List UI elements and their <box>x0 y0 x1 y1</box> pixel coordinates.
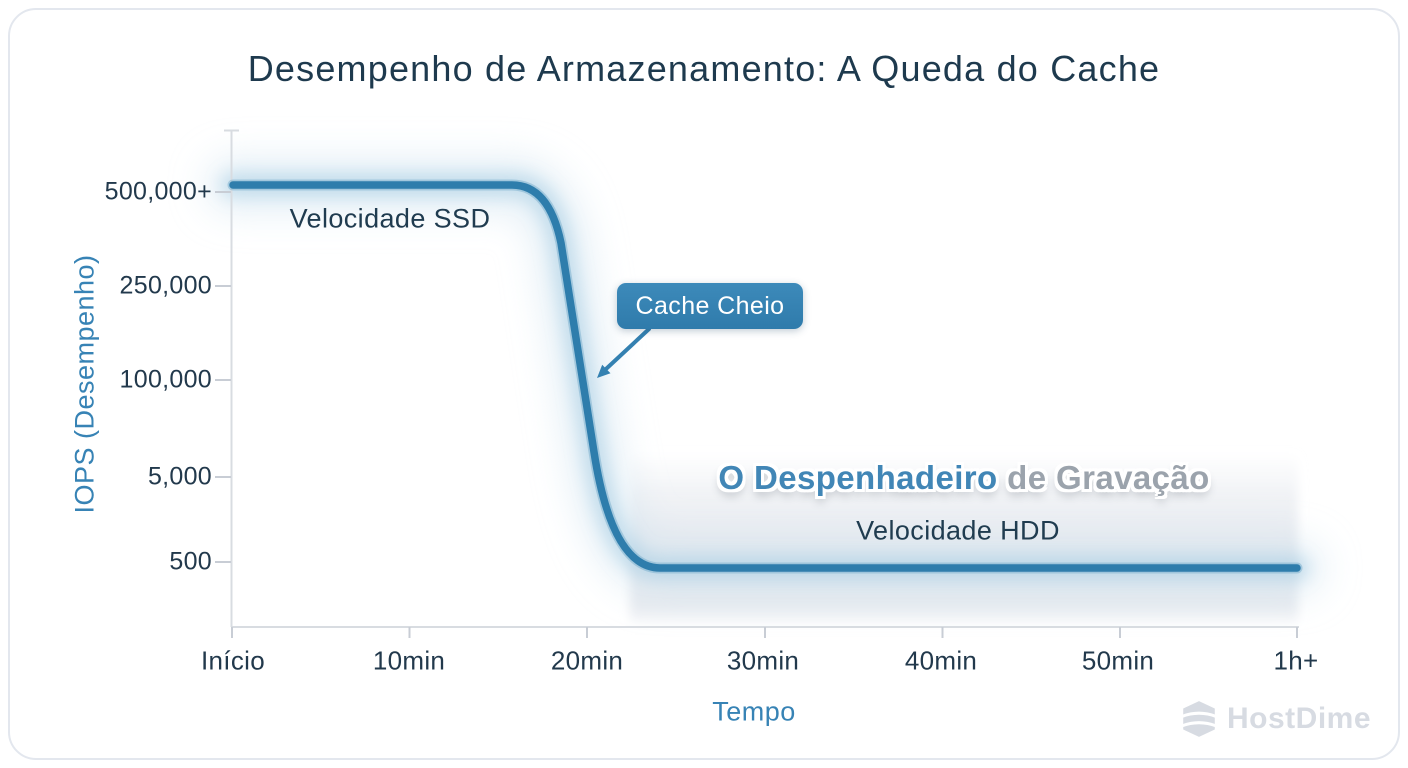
write-cliff-accent-text: O Despenhadeiro <box>718 459 998 496</box>
ssd-speed-label: Velocidade SSD <box>289 203 491 234</box>
cache-full-callout-text: Cache Cheio <box>635 291 785 320</box>
y-tick-label-500: 500 <box>169 547 212 576</box>
x-tick-label-50min: 50min <box>1081 645 1155 676</box>
cache-full-callout: Cache Cheio <box>617 283 803 329</box>
y-axis-title: IOPS (Desempenho) <box>69 254 100 514</box>
y-tick-label-5000: 5,000 <box>147 462 212 491</box>
write-cliff-label: O Despenhadeiro de Gravação <box>718 459 1209 497</box>
y-tick-label-500000: 500,000+ <box>104 177 212 206</box>
x-axis-title: Tempo <box>712 696 796 727</box>
callout-arrowhead <box>597 364 611 378</box>
x-tick-label-10min: 10min <box>372 645 446 676</box>
y-tick-label-100000: 100,000 <box>119 365 212 394</box>
hdd-speed-label: Velocidade HDD <box>856 515 1060 546</box>
chart-title: Desempenho de Armazenamento: A Queda do … <box>247 48 1161 89</box>
x-tick-label-1h: 1h+ <box>1273 645 1319 676</box>
y-tick-label-250000: 250,000 <box>119 271 212 300</box>
hostdime-logo-icon <box>1182 701 1216 737</box>
hostdime-logo-text: HostDime <box>1227 702 1372 735</box>
x-tick-label-inicio: Início <box>201 645 265 676</box>
callout-arrow-line <box>604 327 651 371</box>
x-tick-label-30min: 30min <box>726 645 800 676</box>
write-cliff-muted-text: de Gravação <box>1007 459 1210 496</box>
x-tick-label-20min: 20min <box>550 645 624 676</box>
x-axis-ticks <box>231 627 1298 638</box>
x-tick-label-40min: 40min <box>904 645 978 676</box>
hostdime-logo: HostDime <box>1180 698 1371 740</box>
iops-line <box>229 181 1301 572</box>
hdd-region-band <box>630 452 1298 624</box>
y-axis-ticks <box>215 191 231 563</box>
